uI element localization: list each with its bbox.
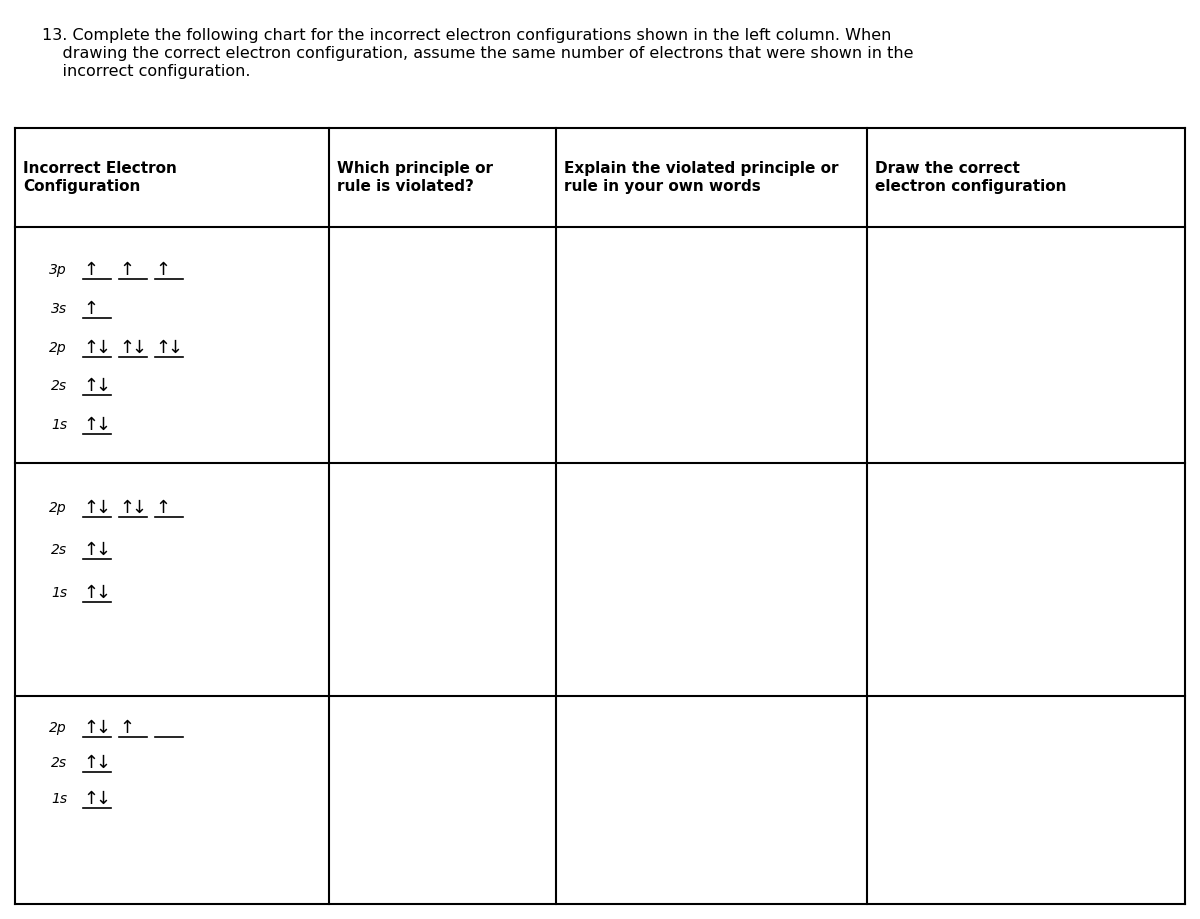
Text: incorrect configuration.: incorrect configuration. xyxy=(42,64,251,79)
Text: ↓: ↓ xyxy=(96,789,110,808)
Text: ↑: ↑ xyxy=(83,541,98,559)
Text: 2p: 2p xyxy=(49,501,67,515)
Text: ↑: ↑ xyxy=(83,584,98,602)
Text: 2p: 2p xyxy=(49,721,67,735)
Text: 3p: 3p xyxy=(49,263,67,278)
Text: ↓: ↓ xyxy=(96,338,110,357)
Text: 1s: 1s xyxy=(50,791,67,806)
Text: 2s: 2s xyxy=(50,380,67,393)
Text: ↑: ↑ xyxy=(83,754,98,772)
Text: ↓: ↓ xyxy=(96,720,110,737)
Text: Explain the violated principle or
rule in your own words: Explain the violated principle or rule i… xyxy=(564,162,838,194)
Text: ↓: ↓ xyxy=(132,338,146,357)
Text: drawing the correct electron configuration, assume the same number of electrons : drawing the correct electron configurati… xyxy=(42,46,913,61)
Text: ↑: ↑ xyxy=(119,338,134,357)
Text: ↑: ↑ xyxy=(83,300,98,318)
Text: 3s: 3s xyxy=(50,302,67,316)
Text: 2s: 2s xyxy=(50,543,67,557)
Text: ↑: ↑ xyxy=(83,720,98,737)
Text: ↑: ↑ xyxy=(119,261,134,279)
Text: ↓: ↓ xyxy=(168,338,182,357)
Text: ↑: ↑ xyxy=(83,378,98,395)
Text: ↑: ↑ xyxy=(119,499,134,516)
Text: ↓: ↓ xyxy=(96,754,110,772)
Text: ↑: ↑ xyxy=(155,499,170,516)
Text: ↓: ↓ xyxy=(96,584,110,602)
Text: Incorrect Electron
Configuration: Incorrect Electron Configuration xyxy=(23,162,176,194)
Text: Which principle or
rule is violated?: Which principle or rule is violated? xyxy=(336,162,492,194)
Text: Draw the correct
electron configuration: Draw the correct electron configuration xyxy=(875,162,1067,194)
Text: 1s: 1s xyxy=(50,585,67,599)
Text: ↓: ↓ xyxy=(132,499,146,516)
Text: ↑: ↑ xyxy=(119,720,134,737)
Text: ↑: ↑ xyxy=(83,261,98,279)
Text: ↓: ↓ xyxy=(96,378,110,395)
Text: ↑: ↑ xyxy=(83,789,98,808)
Text: ↓: ↓ xyxy=(96,416,110,434)
Text: ↑: ↑ xyxy=(155,261,170,279)
Text: ↓: ↓ xyxy=(96,499,110,516)
Text: 13. Complete the following chart for the incorrect electron configurations shown: 13. Complete the following chart for the… xyxy=(42,28,892,43)
Text: 2p: 2p xyxy=(49,341,67,355)
Text: 1s: 1s xyxy=(50,418,67,432)
Text: ↓: ↓ xyxy=(96,541,110,559)
Text: ↑: ↑ xyxy=(155,338,170,357)
Text: ↑: ↑ xyxy=(83,338,98,357)
Text: 2s: 2s xyxy=(50,756,67,770)
Text: ↑: ↑ xyxy=(83,416,98,434)
Text: ↑: ↑ xyxy=(83,499,98,516)
